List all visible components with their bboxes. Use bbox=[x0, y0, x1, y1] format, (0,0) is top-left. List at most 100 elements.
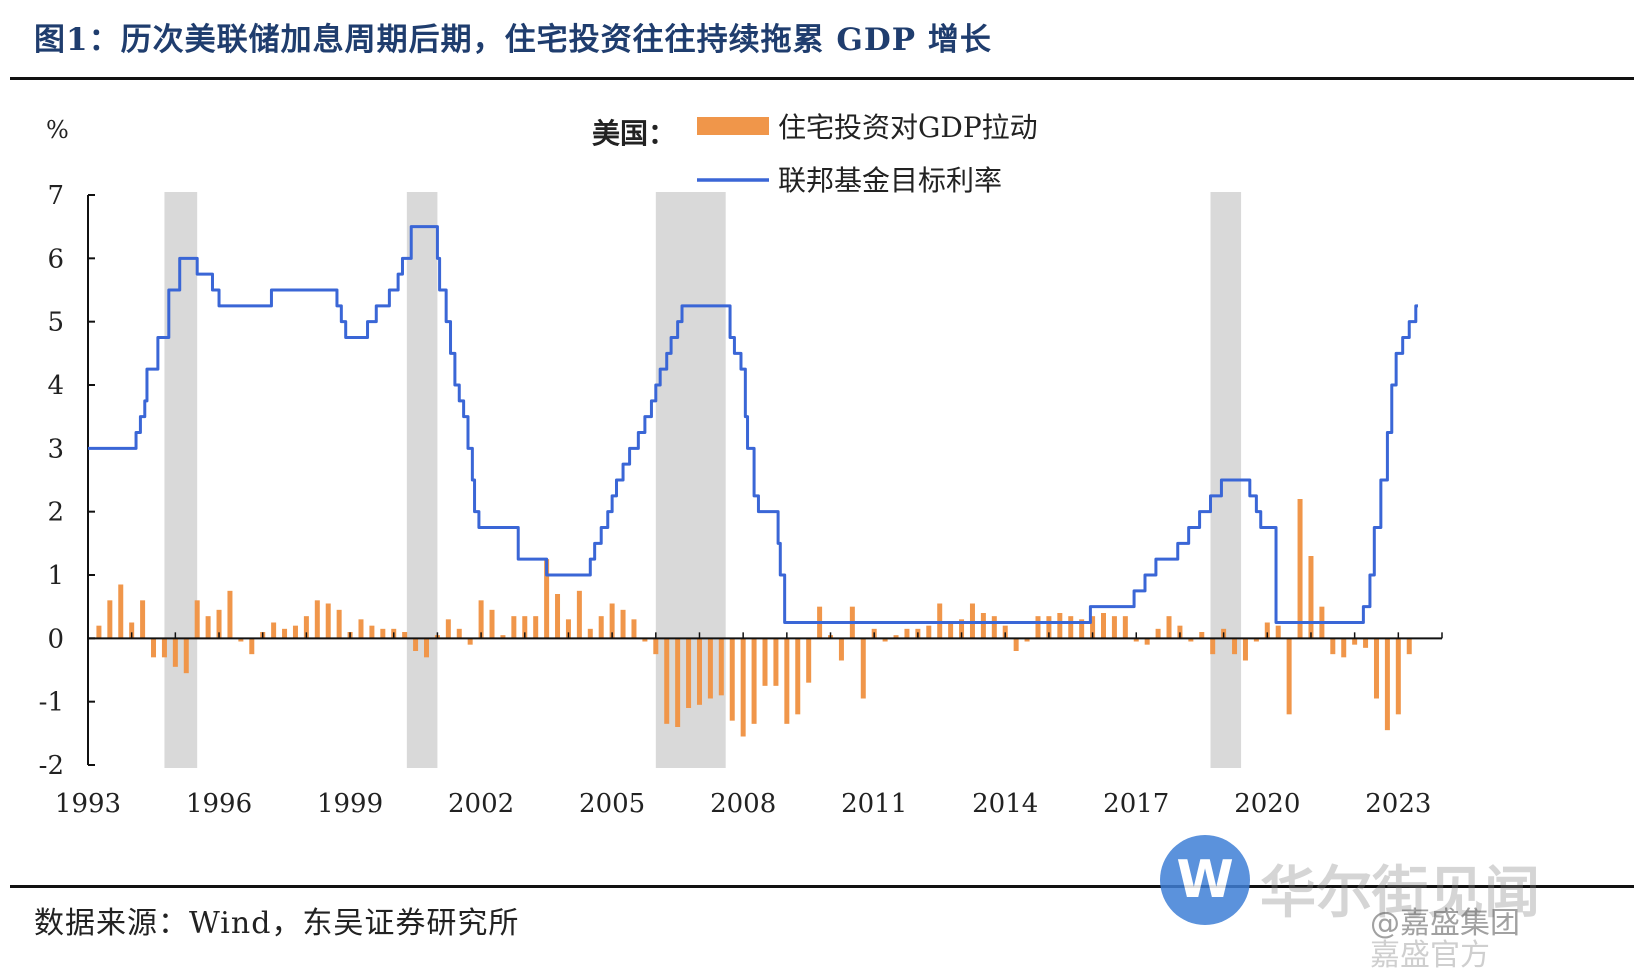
x-tick-label: 2020 bbox=[1234, 789, 1300, 819]
bar bbox=[1363, 638, 1369, 648]
bar bbox=[664, 638, 670, 724]
bar bbox=[489, 609, 495, 639]
bar bbox=[686, 638, 692, 708]
bar bbox=[969, 603, 975, 639]
x-tick-label: 1996 bbox=[186, 789, 252, 819]
bar bbox=[1352, 638, 1358, 645]
shaded-periods bbox=[164, 192, 1242, 768]
bar bbox=[587, 628, 593, 639]
x-tick-label: 2023 bbox=[1365, 789, 1431, 819]
bar bbox=[445, 619, 451, 639]
bar bbox=[762, 638, 768, 686]
bar bbox=[467, 638, 473, 645]
bar bbox=[1308, 556, 1314, 639]
bar bbox=[140, 600, 146, 639]
bar bbox=[1101, 613, 1106, 639]
bar bbox=[696, 638, 702, 705]
bar bbox=[1330, 638, 1336, 655]
bar bbox=[718, 638, 724, 696]
y-tick-label: -1 bbox=[39, 688, 64, 718]
bar bbox=[1046, 616, 1052, 639]
bar bbox=[893, 635, 899, 639]
data-source: 数据来源：Wind，东吴证券研究所 bbox=[34, 906, 520, 941]
bar bbox=[161, 638, 167, 658]
bar bbox=[642, 638, 648, 642]
bar bbox=[1199, 632, 1205, 639]
x-tick-label: 1999 bbox=[317, 789, 383, 819]
bar bbox=[1166, 616, 1172, 639]
bar bbox=[522, 616, 528, 639]
bar bbox=[314, 600, 320, 639]
x-tick-label: 2002 bbox=[448, 789, 514, 819]
bar bbox=[271, 622, 277, 639]
bar bbox=[1297, 499, 1303, 639]
legend-swatch-bars bbox=[697, 117, 769, 135]
bar bbox=[838, 638, 844, 661]
bar bbox=[107, 600, 113, 639]
bar bbox=[991, 616, 997, 639]
y-tick-label: 2 bbox=[47, 498, 64, 528]
bar bbox=[1090, 616, 1096, 639]
legend-label-bars: 住宅投资对GDP拉动 bbox=[778, 111, 1038, 144]
bar bbox=[1155, 628, 1161, 639]
bar bbox=[1068, 616, 1074, 639]
bar bbox=[511, 616, 517, 639]
bar bbox=[1057, 613, 1063, 639]
bar bbox=[1253, 638, 1259, 642]
bar bbox=[227, 590, 233, 639]
bar bbox=[172, 638, 178, 667]
bar bbox=[675, 638, 681, 727]
bar bbox=[129, 622, 135, 639]
bar bbox=[216, 609, 222, 639]
bar bbox=[576, 590, 582, 639]
x-tick-label: 1993 bbox=[55, 789, 121, 819]
line-series-path bbox=[88, 225, 1418, 624]
bar bbox=[1210, 638, 1216, 655]
bar bbox=[151, 638, 157, 658]
bar bbox=[1373, 638, 1379, 699]
bar bbox=[402, 632, 408, 639]
bar bbox=[1002, 625, 1008, 639]
bar bbox=[653, 638, 659, 655]
bar bbox=[882, 638, 888, 642]
y-tick-label: 3 bbox=[47, 434, 64, 464]
bar bbox=[282, 628, 288, 639]
bar bbox=[533, 616, 539, 639]
x-tick-label: 2014 bbox=[972, 789, 1038, 819]
bar bbox=[1188, 638, 1194, 642]
bar bbox=[1384, 638, 1390, 731]
bar bbox=[325, 603, 331, 639]
legend-label-line: 联邦基金目标利率 bbox=[778, 164, 1002, 197]
bar bbox=[620, 609, 626, 639]
x-tick-label: 2017 bbox=[1103, 789, 1169, 819]
bar bbox=[707, 638, 713, 699]
bar bbox=[500, 635, 506, 639]
bar bbox=[904, 628, 910, 639]
bar bbox=[1122, 616, 1128, 639]
bar bbox=[205, 616, 211, 639]
bar bbox=[795, 638, 801, 715]
x-tick-label: 2005 bbox=[579, 789, 645, 819]
bar bbox=[555, 594, 561, 639]
bar bbox=[948, 622, 954, 639]
axes: 7 6 5 4 3 2 1 0 -1 -2% 1993 1996 1999 2002 2005 2008 201… bbox=[39, 116, 1443, 819]
bar bbox=[118, 584, 124, 639]
y-tick-label: 6 bbox=[47, 244, 64, 274]
bar bbox=[565, 619, 571, 639]
source-divider bbox=[10, 885, 1634, 888]
bar bbox=[380, 628, 386, 639]
y-tick-label: 7 bbox=[47, 181, 64, 211]
bar bbox=[1341, 638, 1347, 658]
bar bbox=[303, 616, 309, 639]
bar bbox=[1035, 616, 1041, 639]
bar bbox=[751, 638, 757, 724]
bar bbox=[1242, 638, 1248, 661]
bar bbox=[1024, 638, 1030, 642]
figure-title: 图1：历次美联储加息周期后期，住宅投资往往持续拖累 GDP 增长 bbox=[34, 22, 992, 58]
bar bbox=[860, 638, 866, 699]
y-tick-label: 4 bbox=[47, 371, 64, 401]
bar bbox=[926, 625, 932, 639]
bar bbox=[1144, 638, 1150, 645]
bar bbox=[424, 638, 429, 658]
